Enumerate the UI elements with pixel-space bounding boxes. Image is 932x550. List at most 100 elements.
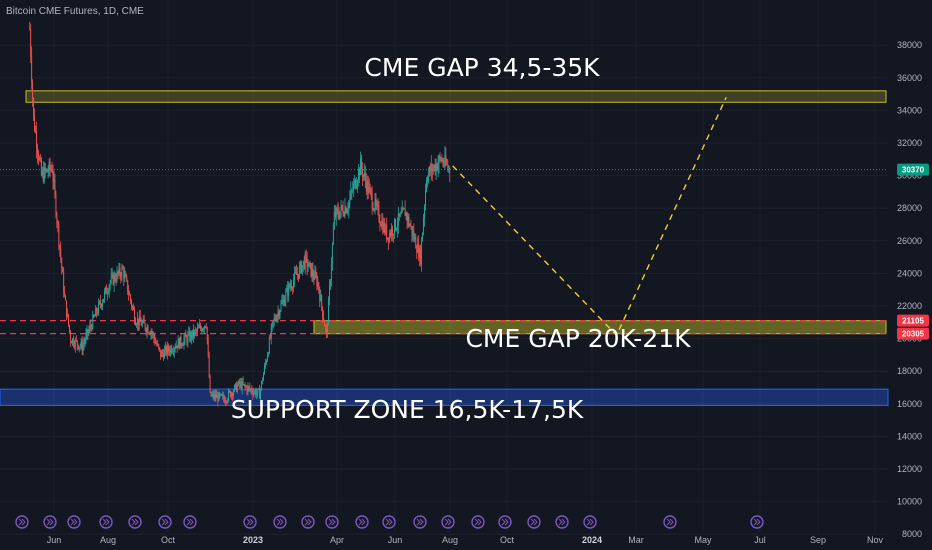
event-marker-icon[interactable] [663,515,677,529]
candle-body [282,299,284,302]
candle-body [290,285,292,287]
x-tick-label: Oct [500,535,515,545]
candle-body [340,205,342,212]
candle-body [324,321,326,327]
candle-body [145,329,147,333]
event-marker-icon[interactable] [243,515,257,529]
candle-body [371,193,373,208]
candle-body [302,260,304,266]
candle-body [415,237,417,249]
candle-body [358,169,359,182]
candle-body [265,361,267,363]
candle-body [364,172,366,181]
candle-body [291,285,293,288]
time-axis[interactable]: Jun Aug Oct 2023 Apr Jun Aug Oct 2024 Mar May Jul Se… [47,535,884,545]
candle-body [50,169,52,170]
candle-body [197,327,198,332]
candle-body [405,213,407,216]
candle-body [138,315,140,326]
event-marker-glyph [444,518,452,526]
event-marker-icon[interactable] [301,515,315,529]
candle-body [33,97,35,116]
event-marker-icon[interactable] [325,515,339,529]
candle-body [179,336,181,349]
candle-body [238,381,240,385]
candle-body [216,395,218,398]
event-marker-icon[interactable] [158,515,172,529]
candle-body [356,185,358,189]
candle-body [211,394,213,397]
event-marker-glyph [246,518,254,526]
candle-body [338,215,340,219]
event-marker-icon[interactable] [128,515,142,529]
event-marker-icon[interactable] [471,515,485,529]
candle-body [233,385,235,392]
event-marker-icon[interactable] [67,515,81,529]
candle-body [296,272,297,275]
event-marker-icon[interactable] [750,515,764,529]
event-marker-icon[interactable] [273,515,287,529]
event-marker-icon[interactable] [15,515,29,529]
event-marker-icon[interactable] [498,515,512,529]
candle-body [207,340,209,356]
candle-body [135,324,137,326]
candle-body [260,389,262,399]
candle-body [307,266,309,268]
candle-body [412,231,414,236]
candle-body [295,272,296,274]
candle-body [47,171,49,173]
candle-body [264,362,266,366]
candle-body [196,330,198,332]
event-marker-icon[interactable] [183,515,197,529]
candle-body [384,222,386,233]
candle-body [210,391,212,397]
candle-body [174,348,176,349]
candle-body [42,170,44,182]
candle-body [186,336,188,343]
candle-body [213,393,215,398]
candle-body [108,285,110,293]
event-marker-icon[interactable] [382,515,396,529]
candle-body [345,207,347,213]
event-marker-icon[interactable] [99,515,113,529]
candle-body [61,258,63,269]
candle-body [184,334,186,340]
annotations-layer: CME GAP 34,5-35K CME GAP 20K-21K SUPPORT Z… [231,53,691,424]
candle-body [228,391,230,400]
candle-body [98,302,100,314]
candle-body [62,268,64,273]
candle-body [425,190,426,207]
candle-body [201,329,203,332]
candle-body [103,291,105,299]
candle-body [444,155,446,165]
event-marker-icon[interactable] [583,515,597,529]
event-marker-icon[interactable] [355,515,369,529]
candle-body [429,167,431,173]
candle-body [320,295,322,302]
candle-body [401,208,403,213]
grid [0,0,888,535]
candle-body [289,284,291,287]
price-axis[interactable]: 8000100001200014000160001800020000220002… [897,40,922,539]
candle-body [113,275,115,285]
candle-body [130,294,132,301]
candle-body [319,290,321,302]
candle-body [398,213,400,217]
candle-body [433,164,435,169]
candle-body [203,326,205,330]
candle-body [53,179,55,182]
event-marker-icon[interactable] [555,515,569,529]
event-marker-icon[interactable] [413,515,427,529]
y-tick-label: 28000 [897,203,922,213]
event-marker-icon[interactable] [441,515,455,529]
event-markers[interactable] [15,515,764,529]
event-marker-icon[interactable] [527,515,541,529]
price-badge-21105: 21105 [902,317,924,326]
candle-body [100,301,101,305]
candle-body [409,225,411,227]
candle-body [360,158,361,176]
event-marker-icon[interactable] [43,515,57,529]
candle-body [131,300,133,307]
event-marker-glyph [558,518,566,526]
